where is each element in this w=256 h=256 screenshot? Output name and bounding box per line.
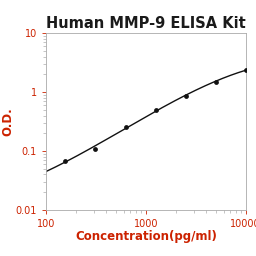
Point: [93, 146, 98, 151]
Point: [63, 159, 68, 163]
Point: [184, 94, 188, 98]
X-axis label: Concentration(pg/ml): Concentration(pg/ml): [75, 230, 217, 243]
Point: [214, 80, 218, 84]
Title: Human MMP-9 ELISA Kit: Human MMP-9 ELISA Kit: [46, 16, 246, 31]
Point: [154, 108, 158, 112]
Point: [244, 68, 248, 72]
Y-axis label: O.D.: O.D.: [1, 107, 14, 136]
Point: [123, 125, 127, 129]
